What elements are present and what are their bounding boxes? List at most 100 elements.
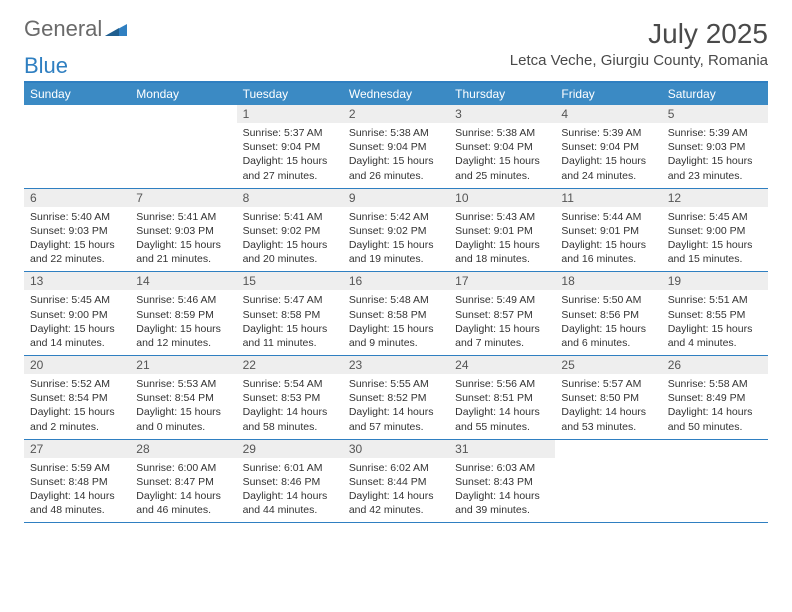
- detail-line: and 44 minutes.: [243, 503, 337, 517]
- detail-line: Sunrise: 5:50 AM: [561, 293, 655, 307]
- detail-line: Sunrise: 5:40 AM: [30, 210, 124, 224]
- detail-line: and 27 minutes.: [243, 169, 337, 183]
- day-cell: 11Sunrise: 5:44 AMSunset: 9:01 PMDayligh…: [555, 189, 661, 272]
- detail-line: Daylight: 15 hours: [30, 238, 124, 252]
- day-details: Sunrise: 5:48 AMSunset: 8:58 PMDaylight:…: [343, 290, 449, 355]
- logo-triangle-icon: [105, 18, 127, 40]
- week-row: 27Sunrise: 5:59 AMSunset: 8:48 PMDayligh…: [24, 440, 768, 524]
- detail-line: Daylight: 15 hours: [561, 154, 655, 168]
- day-details: Sunrise: 5:47 AMSunset: 8:58 PMDaylight:…: [237, 290, 343, 355]
- detail-line: and 6 minutes.: [561, 336, 655, 350]
- detail-line: Sunset: 8:51 PM: [455, 391, 549, 405]
- detail-line: Sunrise: 5:39 AM: [668, 126, 762, 140]
- day-number: 22: [237, 356, 343, 374]
- day-of-week-header: Wednesday: [343, 83, 449, 105]
- detail-line: Sunrise: 5:52 AM: [30, 377, 124, 391]
- day-number: 17: [449, 272, 555, 290]
- day-details: Sunrise: 5:39 AMSunset: 9:03 PMDaylight:…: [662, 123, 768, 188]
- detail-line: Sunrise: 5:42 AM: [349, 210, 443, 224]
- day-of-week-header: Tuesday: [237, 83, 343, 105]
- day-number: 26: [662, 356, 768, 374]
- detail-line: Sunset: 8:58 PM: [243, 308, 337, 322]
- day-number: 25: [555, 356, 661, 374]
- day-cell: 21Sunrise: 5:53 AMSunset: 8:54 PMDayligh…: [130, 356, 236, 439]
- detail-line: Daylight: 15 hours: [455, 238, 549, 252]
- day-details: Sunrise: 6:03 AMSunset: 8:43 PMDaylight:…: [449, 458, 555, 523]
- detail-line: Daylight: 15 hours: [136, 322, 230, 336]
- detail-line: Sunrise: 5:46 AM: [136, 293, 230, 307]
- detail-line: Sunrise: 5:45 AM: [668, 210, 762, 224]
- detail-line: Sunrise: 5:58 AM: [668, 377, 762, 391]
- detail-line: and 15 minutes.: [668, 252, 762, 266]
- day-number: 28: [130, 440, 236, 458]
- detail-line: Sunrise: 5:41 AM: [243, 210, 337, 224]
- empty-cell: [662, 440, 768, 523]
- detail-line: Daylight: 15 hours: [455, 322, 549, 336]
- day-cell: 14Sunrise: 5:46 AMSunset: 8:59 PMDayligh…: [130, 272, 236, 355]
- detail-line: Sunset: 9:03 PM: [668, 140, 762, 154]
- day-number: 29: [237, 440, 343, 458]
- day-cell: 4Sunrise: 5:39 AMSunset: 9:04 PMDaylight…: [555, 105, 661, 188]
- day-cell: 5Sunrise: 5:39 AMSunset: 9:03 PMDaylight…: [662, 105, 768, 188]
- day-details: Sunrise: 6:02 AMSunset: 8:44 PMDaylight:…: [343, 458, 449, 523]
- detail-line: Sunrise: 5:38 AM: [455, 126, 549, 140]
- detail-line: Sunset: 8:55 PM: [668, 308, 762, 322]
- detail-line: Sunrise: 5:54 AM: [243, 377, 337, 391]
- detail-line: Daylight: 15 hours: [349, 238, 443, 252]
- logo-word2: Blue: [24, 55, 68, 77]
- day-number: 7: [130, 189, 236, 207]
- day-details: Sunrise: 6:01 AMSunset: 8:46 PMDaylight:…: [237, 458, 343, 523]
- day-cell: 1Sunrise: 5:37 AMSunset: 9:04 PMDaylight…: [237, 105, 343, 188]
- day-number: 12: [662, 189, 768, 207]
- day-number: 15: [237, 272, 343, 290]
- day-details: Sunrise: 5:57 AMSunset: 8:50 PMDaylight:…: [555, 374, 661, 439]
- detail-line: Sunset: 9:04 PM: [243, 140, 337, 154]
- day-details: Sunrise: 5:37 AMSunset: 9:04 PMDaylight:…: [237, 123, 343, 188]
- day-details: Sunrise: 5:50 AMSunset: 8:56 PMDaylight:…: [555, 290, 661, 355]
- day-number: 1: [237, 105, 343, 123]
- detail-line: and 4 minutes.: [668, 336, 762, 350]
- day-cell: 22Sunrise: 5:54 AMSunset: 8:53 PMDayligh…: [237, 356, 343, 439]
- detail-line: and 9 minutes.: [349, 336, 443, 350]
- detail-line: Daylight: 14 hours: [30, 489, 124, 503]
- day-cell: 31Sunrise: 6:03 AMSunset: 8:43 PMDayligh…: [449, 440, 555, 523]
- day-number: 14: [130, 272, 236, 290]
- detail-line: Sunrise: 5:56 AM: [455, 377, 549, 391]
- detail-line: Sunrise: 6:02 AM: [349, 461, 443, 475]
- day-cell: 26Sunrise: 5:58 AMSunset: 8:49 PMDayligh…: [662, 356, 768, 439]
- day-number: 9: [343, 189, 449, 207]
- day-number: 30: [343, 440, 449, 458]
- day-number: 13: [24, 272, 130, 290]
- detail-line: Daylight: 14 hours: [455, 489, 549, 503]
- detail-line: Sunrise: 5:55 AM: [349, 377, 443, 391]
- detail-line: and 12 minutes.: [136, 336, 230, 350]
- day-details: Sunrise: 5:41 AMSunset: 9:02 PMDaylight:…: [237, 207, 343, 272]
- detail-line: Sunrise: 5:47 AM: [243, 293, 337, 307]
- detail-line: Sunrise: 5:48 AM: [349, 293, 443, 307]
- day-number: 27: [24, 440, 130, 458]
- detail-line: and 20 minutes.: [243, 252, 337, 266]
- detail-line: Sunset: 9:01 PM: [455, 224, 549, 238]
- day-details: Sunrise: 5:51 AMSunset: 8:55 PMDaylight:…: [662, 290, 768, 355]
- detail-line: and 26 minutes.: [349, 169, 443, 183]
- day-number: 20: [24, 356, 130, 374]
- day-cell: 24Sunrise: 5:56 AMSunset: 8:51 PMDayligh…: [449, 356, 555, 439]
- day-cell: 20Sunrise: 5:52 AMSunset: 8:54 PMDayligh…: [24, 356, 130, 439]
- location-subtitle: Letca Veche, Giurgiu County, Romania: [510, 52, 768, 69]
- day-number: 3: [449, 105, 555, 123]
- empty-cell: [24, 105, 130, 188]
- detail-line: Sunrise: 5:39 AM: [561, 126, 655, 140]
- day-number: 11: [555, 189, 661, 207]
- day-details: Sunrise: 5:40 AMSunset: 9:03 PMDaylight:…: [24, 207, 130, 272]
- detail-line: Daylight: 15 hours: [30, 405, 124, 419]
- detail-line: Sunset: 9:04 PM: [455, 140, 549, 154]
- detail-line: Sunset: 8:50 PM: [561, 391, 655, 405]
- day-details: Sunrise: 5:55 AMSunset: 8:52 PMDaylight:…: [343, 374, 449, 439]
- logo: General: [24, 18, 127, 40]
- day-cell: 29Sunrise: 6:01 AMSunset: 8:46 PMDayligh…: [237, 440, 343, 523]
- detail-line: and 14 minutes.: [30, 336, 124, 350]
- day-of-week-header: Saturday: [662, 83, 768, 105]
- detail-line: and 21 minutes.: [136, 252, 230, 266]
- detail-line: Sunrise: 5:38 AM: [349, 126, 443, 140]
- day-cell: 12Sunrise: 5:45 AMSunset: 9:00 PMDayligh…: [662, 189, 768, 272]
